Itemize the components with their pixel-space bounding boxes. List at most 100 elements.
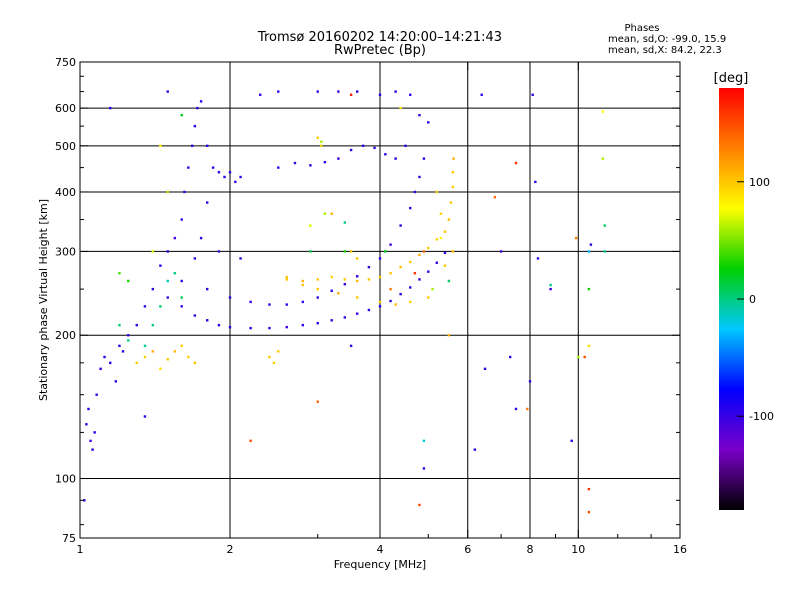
data-point xyxy=(173,236,177,240)
data-point xyxy=(316,136,319,139)
data-point xyxy=(118,272,121,275)
data-point xyxy=(166,90,169,93)
data-point xyxy=(427,121,430,124)
y-tick-label: 200 xyxy=(55,329,76,342)
data-point xyxy=(193,314,197,317)
data-point xyxy=(601,110,605,113)
data-point xyxy=(399,106,402,110)
data-point xyxy=(166,296,169,299)
data-point xyxy=(587,287,591,291)
x-tick-label: 4 xyxy=(377,543,384,556)
data-point xyxy=(427,270,430,273)
data-point xyxy=(89,439,92,443)
data-point xyxy=(323,212,327,215)
data-point xyxy=(211,166,215,169)
data-point xyxy=(180,344,183,348)
data-point xyxy=(87,407,90,411)
data-point xyxy=(301,300,305,304)
data-point xyxy=(159,144,162,148)
data-point xyxy=(277,166,280,169)
data-point xyxy=(435,238,438,241)
data-point xyxy=(549,283,552,287)
data-point xyxy=(343,221,347,224)
data-point xyxy=(418,253,421,257)
data-point xyxy=(166,250,169,253)
data-point xyxy=(389,272,392,275)
data-point xyxy=(577,355,580,359)
data-point xyxy=(587,250,591,253)
data-point xyxy=(343,316,347,319)
data-point xyxy=(413,272,417,275)
data-point xyxy=(196,106,199,110)
data-point xyxy=(135,323,138,327)
data-point xyxy=(452,157,455,160)
data-point xyxy=(343,250,347,253)
x-tick-label: 10 xyxy=(571,543,585,556)
data-point xyxy=(205,287,209,291)
data-point xyxy=(118,344,121,348)
data-point xyxy=(127,339,130,342)
data-point xyxy=(483,367,487,371)
data-point xyxy=(143,305,147,308)
data-point xyxy=(93,431,96,434)
data-point xyxy=(373,146,376,150)
data-point xyxy=(309,224,312,227)
data-point xyxy=(180,218,183,221)
data-point xyxy=(249,326,252,330)
data-point xyxy=(143,415,147,418)
data-point xyxy=(285,325,288,329)
data-point xyxy=(404,144,407,148)
data-point xyxy=(316,287,319,291)
data-point xyxy=(514,407,518,411)
data-point xyxy=(205,319,209,322)
data-point xyxy=(399,224,402,227)
data-point xyxy=(451,185,455,189)
data-point xyxy=(85,423,88,426)
data-point xyxy=(399,292,402,296)
data-point xyxy=(285,275,288,279)
data-point xyxy=(180,296,183,299)
data-point xyxy=(121,350,125,353)
data-point xyxy=(293,161,297,165)
data-point xyxy=(91,448,94,451)
data-point xyxy=(587,344,591,348)
data-point xyxy=(447,334,451,337)
stats-o-mode: mean, sd,O: -99.0, 15.9 xyxy=(608,34,726,45)
data-point xyxy=(435,190,438,194)
x-axis-label: Frequency [MHz] xyxy=(334,558,426,571)
x-tick-label: 2 xyxy=(227,543,234,556)
data-point xyxy=(431,287,434,291)
y-tick-label: 750 xyxy=(55,56,76,69)
data-point xyxy=(355,312,359,315)
data-point xyxy=(193,361,197,365)
x-tick-label: 16 xyxy=(673,543,687,556)
y-tick-label: 600 xyxy=(55,102,76,115)
data-point xyxy=(159,264,162,267)
y-tick-label: 300 xyxy=(55,245,76,258)
data-point xyxy=(316,296,319,299)
data-point xyxy=(320,144,323,148)
y-tick-label: 100 xyxy=(55,473,76,486)
data-point xyxy=(343,278,347,281)
data-point xyxy=(109,106,112,110)
data-point xyxy=(378,257,382,260)
stats-x-mode: mean, sd,X: 84.2, 22.3 xyxy=(608,45,722,56)
data-point xyxy=(389,299,392,303)
data-point xyxy=(187,355,190,359)
x-tick-label: 6 xyxy=(464,543,471,556)
data-point xyxy=(361,144,365,148)
data-point xyxy=(409,206,412,210)
data-point xyxy=(277,90,280,93)
chart-subtitle: RwPretec (Bp) xyxy=(334,43,426,58)
data-point xyxy=(249,439,252,443)
data-point xyxy=(127,279,130,283)
data-point xyxy=(228,171,232,174)
data-point xyxy=(316,321,319,325)
data-point xyxy=(349,344,353,348)
data-point xyxy=(228,296,232,299)
data-point xyxy=(151,323,155,327)
data-point xyxy=(320,140,323,143)
data-point xyxy=(193,257,197,260)
data-point xyxy=(330,289,333,292)
